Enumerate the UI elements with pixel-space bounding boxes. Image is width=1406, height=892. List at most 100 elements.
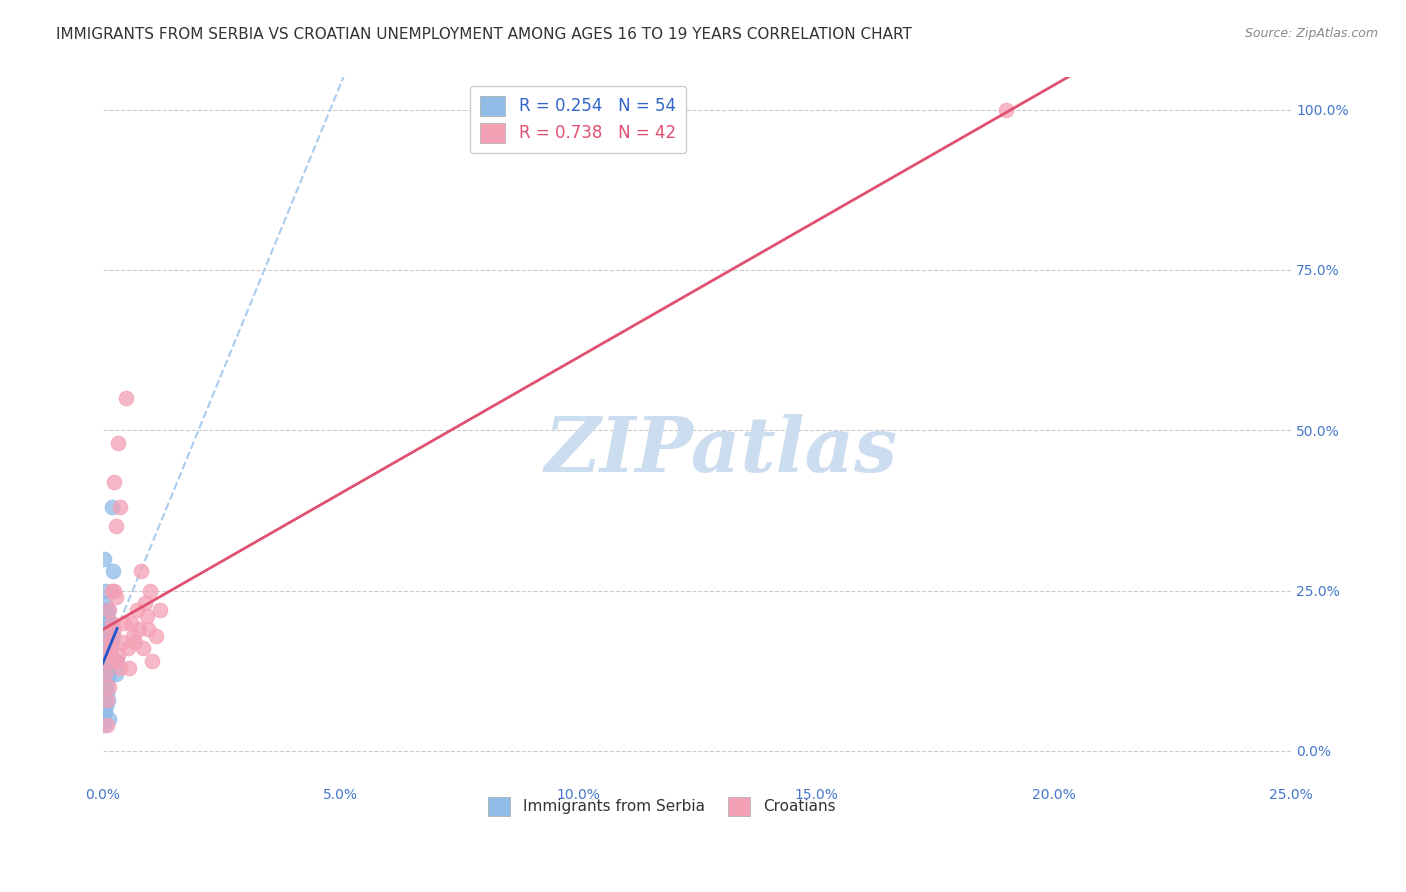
Point xyxy=(112,615,135,630)
Legend: Immigrants from Serbia, Croatians: Immigrants from Serbia, Croatians xyxy=(478,788,845,825)
Point xyxy=(101,615,124,630)
Point xyxy=(96,603,118,617)
Point xyxy=(105,654,128,668)
Point xyxy=(105,654,128,668)
Point xyxy=(129,565,152,579)
Point xyxy=(94,641,117,656)
Point xyxy=(97,667,120,681)
Point xyxy=(97,654,120,668)
Point xyxy=(100,648,122,662)
Point xyxy=(105,667,128,681)
Point xyxy=(145,628,167,642)
Point xyxy=(93,583,115,598)
Point xyxy=(97,660,120,674)
Text: IMMIGRANTS FROM SERBIA VS CROATIAN UNEMPLOYMENT AMONG AGES 16 TO 19 YEARS CORREL: IMMIGRANTS FROM SERBIA VS CROATIAN UNEMP… xyxy=(56,27,912,42)
Point xyxy=(98,667,121,681)
Point xyxy=(93,706,115,720)
Point xyxy=(93,551,115,566)
Point xyxy=(134,596,156,610)
Point xyxy=(94,680,117,694)
Point xyxy=(98,615,121,630)
Point xyxy=(97,654,120,668)
Point xyxy=(141,654,163,668)
Point xyxy=(97,635,120,649)
Point xyxy=(98,628,121,642)
Point xyxy=(149,603,172,617)
Point xyxy=(995,103,1018,117)
Point xyxy=(98,641,121,656)
Point xyxy=(98,635,121,649)
Point xyxy=(100,622,122,636)
Point xyxy=(125,603,148,617)
Point xyxy=(135,609,157,624)
Point xyxy=(93,706,115,720)
Point xyxy=(124,635,146,649)
Point xyxy=(96,686,118,700)
Point xyxy=(93,718,115,732)
Point xyxy=(97,692,120,706)
Point xyxy=(108,660,131,674)
Point xyxy=(108,500,131,515)
Point xyxy=(111,635,134,649)
Point xyxy=(122,628,145,642)
Point xyxy=(103,475,125,489)
Point xyxy=(93,680,115,694)
Point xyxy=(94,615,117,630)
Point xyxy=(114,391,136,405)
Point xyxy=(117,641,139,656)
Point xyxy=(96,609,118,624)
Point xyxy=(100,648,122,662)
Point xyxy=(120,615,142,630)
Point xyxy=(93,667,115,681)
Point xyxy=(96,628,118,642)
Point xyxy=(132,641,155,656)
Point xyxy=(93,603,115,617)
Point xyxy=(101,583,124,598)
Point xyxy=(96,718,118,732)
Point xyxy=(96,660,118,674)
Point xyxy=(97,622,120,636)
Point xyxy=(96,673,118,688)
Point xyxy=(105,590,128,604)
Point xyxy=(93,660,115,674)
Point xyxy=(103,583,125,598)
Point xyxy=(96,692,118,706)
Point xyxy=(107,436,129,450)
Point xyxy=(97,615,120,630)
Text: Source: ZipAtlas.com: Source: ZipAtlas.com xyxy=(1244,27,1378,40)
Point xyxy=(96,628,118,642)
Point xyxy=(94,635,117,649)
Point xyxy=(139,583,162,598)
Point xyxy=(96,654,118,668)
Point xyxy=(128,622,150,636)
Point xyxy=(94,673,117,688)
Point xyxy=(101,654,124,668)
Point xyxy=(94,648,117,662)
Point xyxy=(96,641,118,656)
Point xyxy=(94,667,117,681)
Point xyxy=(93,622,115,636)
Point xyxy=(93,596,115,610)
Point xyxy=(100,660,122,674)
Point xyxy=(97,680,120,694)
Point xyxy=(94,654,117,668)
Point xyxy=(101,635,124,649)
Point xyxy=(101,635,124,649)
Point xyxy=(97,712,120,726)
Point xyxy=(97,603,120,617)
Point xyxy=(118,660,141,674)
Point xyxy=(103,628,125,642)
Point xyxy=(103,622,125,636)
Text: ZIPatlas: ZIPatlas xyxy=(544,415,897,489)
Point xyxy=(96,603,118,617)
Point xyxy=(103,565,125,579)
Point xyxy=(100,648,122,662)
Point xyxy=(138,622,160,636)
Point xyxy=(94,699,117,714)
Point xyxy=(100,641,122,656)
Point xyxy=(93,692,115,706)
Point xyxy=(101,500,124,515)
Point xyxy=(105,519,128,533)
Point xyxy=(100,641,122,656)
Point xyxy=(107,648,129,662)
